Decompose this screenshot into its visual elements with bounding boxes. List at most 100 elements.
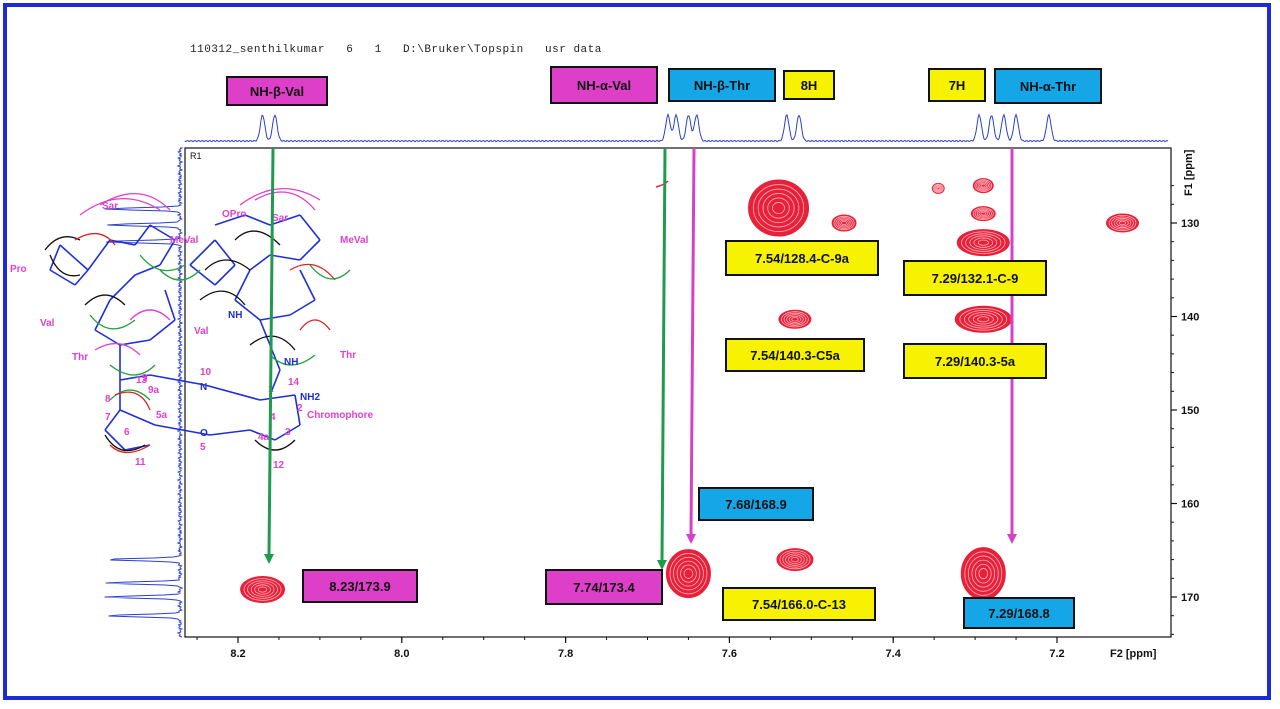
arrow-nh-alpha-val-head (657, 560, 667, 570)
correlation-arrow (139, 254, 186, 272)
bond (244, 214, 271, 226)
molecule-label: MeVal (340, 235, 369, 246)
annotation-label: 7.29/168.8 (963, 597, 1075, 629)
bond (274, 424, 301, 441)
bond (234, 299, 261, 321)
molecule-label: Val (40, 318, 55, 329)
correlation-arrow (254, 439, 296, 451)
molecule-label: NH (284, 357, 298, 368)
molecule-label: 10 (200, 367, 212, 378)
bond (294, 394, 301, 426)
bond (87, 239, 111, 271)
bond (149, 224, 176, 241)
x-tick-label: 7.4 (886, 648, 902, 660)
bond (149, 374, 206, 386)
molecule-label: 9 (142, 373, 148, 384)
panel-label: R1 (190, 151, 202, 161)
bond (49, 244, 61, 271)
annotation-label: 7.54/166.0-C-13 (722, 587, 876, 621)
correlation-arrow (84, 294, 126, 306)
bond (189, 264, 216, 286)
annotation-label: 7H (928, 68, 986, 102)
arrow-nh-alpha-val (660, 147, 667, 562)
annotation-label: 7.54/128.4-C-9a (725, 240, 879, 276)
bond (119, 374, 151, 381)
molecule-label: Sar (272, 213, 288, 224)
y-tick-label: 160 (1181, 499, 1199, 511)
x-axis-label: F2 [ppm] (1110, 648, 1157, 660)
bond (259, 314, 291, 321)
molecule-label: OPro (222, 209, 246, 220)
molecule-label: 8 (105, 394, 111, 405)
bond (134, 224, 151, 246)
f1-projection (104, 147, 184, 638)
correlation-arrow (94, 343, 141, 356)
molecule-label: 5 (200, 442, 206, 453)
correlation-arrow (99, 193, 171, 211)
cross-peak (240, 576, 286, 604)
annotation-label: NH-α-Val (550, 66, 658, 104)
molecule-label: 4a (258, 432, 270, 443)
cross-peak (665, 549, 711, 599)
assignment-arrows (264, 147, 1017, 570)
correlation-arrow (299, 319, 331, 331)
f2-trace (184, 112, 1169, 143)
bond (119, 339, 151, 346)
correlation-arrow (289, 263, 336, 281)
correlation-arrow (234, 230, 281, 246)
molecule-label: 5a (156, 410, 168, 421)
arrow-nh-beta-thr-head (686, 534, 696, 544)
molecule-label: N (200, 382, 207, 393)
cross-peak (970, 206, 996, 222)
x-tick-label: 8.2 (230, 648, 245, 660)
molecule-structure: Sar Sar OPro MeVal MeVal Pro Val Val Thr Thr Chrom… (10, 188, 374, 471)
correlation-arrow (74, 233, 116, 246)
annotation-label: 8.23/173.9 (302, 569, 418, 603)
molecule-label: Thr (72, 352, 88, 363)
cross-peak (776, 548, 814, 572)
cross-peak (1106, 213, 1140, 233)
bond (109, 274, 136, 301)
y-tick-label: 140 (1181, 312, 1199, 324)
molecule-label: 7 (105, 412, 111, 423)
cross-peaks (240, 178, 1140, 604)
x-tick-label: 7.6 (722, 648, 737, 660)
bond (204, 384, 261, 401)
molecule-label: O (200, 428, 208, 439)
molecule-label: 12 (273, 460, 285, 471)
arrow-nh-beta-val (267, 147, 275, 556)
annotation-label: 7.54/140.3-C5a (725, 338, 865, 372)
f1-trace (104, 147, 184, 638)
correlation-arrow (109, 444, 151, 454)
y-tick-label: 150 (1181, 405, 1199, 417)
annotation-label: NH-α-Thr (994, 68, 1102, 104)
bond (234, 269, 251, 301)
x-tick-label: 7.2 (1049, 648, 1064, 660)
annotation-label: 7.68/168.9 (698, 487, 814, 521)
correlation-arrow (109, 389, 151, 401)
artifact-peak (655, 180, 669, 188)
correlation-arrow (89, 314, 136, 330)
molecule-label: 14 (288, 377, 300, 388)
molecule-label: 4 (270, 412, 276, 423)
molecule-label: NH (228, 310, 242, 321)
x-tick-label: 8.0 (394, 648, 409, 660)
cross-peak (831, 214, 857, 232)
bond (214, 214, 246, 226)
annotation-label: 7.29/132.1-C-9 (903, 260, 1047, 296)
bond (289, 299, 316, 316)
bond (94, 299, 111, 331)
molecule-label: NH2 (300, 392, 320, 403)
dataset-header: 110312_senthilkumar 6 1 D:\Bruker\Topspi… (190, 44, 602, 56)
cross-peak (972, 178, 994, 194)
correlation-arrow (269, 354, 316, 366)
bond (299, 214, 321, 241)
bond (109, 239, 136, 246)
annotation-label: NH-β-Thr (668, 68, 776, 102)
bond (94, 329, 121, 346)
y-tick-label: 170 (1181, 592, 1199, 604)
bond (134, 264, 161, 276)
correlation-arrow (239, 188, 321, 206)
correlation-arrow (249, 335, 296, 351)
correlation-arrow (204, 259, 251, 271)
